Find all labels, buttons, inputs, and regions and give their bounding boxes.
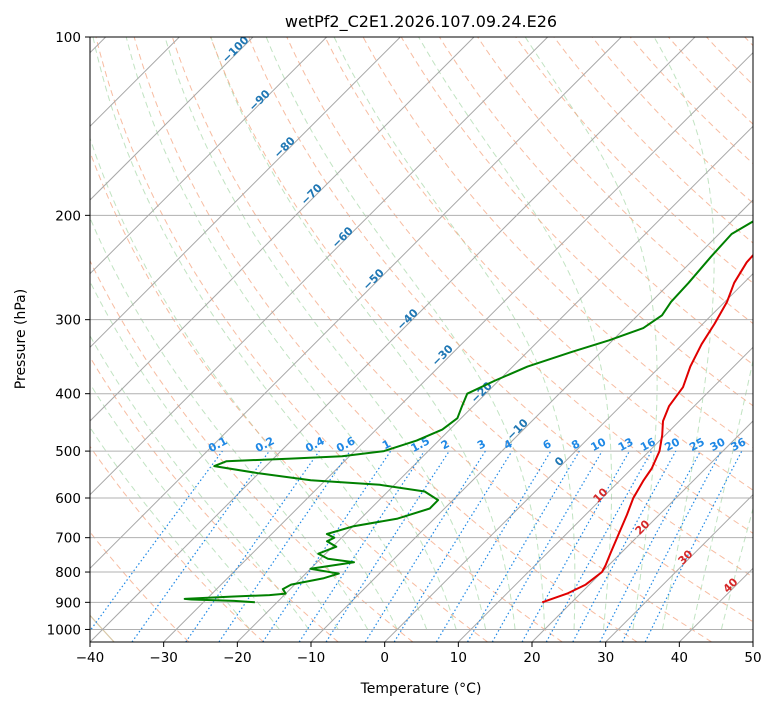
dry-adiabat-line: [324, 37, 753, 491]
mixing-ratio-line: [364, 450, 486, 642]
dewpoint-profile-line: [183, 195, 753, 604]
temperature-profile-line: [541, 253, 753, 604]
mixing-ratio-label: 36: [729, 435, 749, 454]
x-tick-label: −30: [149, 650, 178, 666]
isotherm-line: [752, 641, 753, 642]
mixing-ratio-line: [545, 450, 653, 642]
x-tick-label: 20: [523, 650, 540, 666]
moist-adiabat-line: [90, 426, 251, 630]
mixing-ratio-line: [491, 450, 603, 642]
isotherm-line: [90, 37, 696, 642]
sounding-profiles: [183, 195, 753, 604]
moist-adiabats: [90, 37, 753, 630]
dry-adiabat-line: [515, 37, 753, 284]
x-tick-label: −10: [297, 650, 326, 666]
x-axis-label: Temperature (°C): [360, 681, 482, 697]
moist-adiabat-line: [524, 37, 658, 630]
y-tick-label: 1000: [47, 622, 81, 638]
isotherm-line: [457, 346, 753, 642]
dry-adiabat-line: [90, 445, 264, 642]
dry-adiabat-line: [171, 37, 712, 642]
y-tick-label: 600: [55, 491, 81, 507]
mixing-ratio-line: [131, 450, 270, 642]
moist-adiabat-line: [90, 280, 339, 630]
moist-adiabat-line: [164, 37, 487, 630]
moist-adiabat-line: [90, 136, 398, 630]
mixing-ratio-line: [521, 450, 631, 642]
moist-adiabat-line: [653, 37, 715, 630]
dry-adiabat-line: [248, 37, 753, 578]
chart-title: wetPf2_C2E1.2026.107.09.24.E26: [285, 12, 557, 32]
mixing-ratio-label: 16: [638, 435, 658, 454]
dry-adiabat-line: [591, 37, 753, 204]
isotherm-line: [531, 420, 753, 642]
x-tick-label: 0: [380, 650, 389, 666]
mixing-ratio-label: 20: [662, 435, 682, 454]
y-tick-label: 100: [55, 30, 81, 46]
moist-adiabat-line: [210, 37, 516, 630]
y-tick-label: 800: [55, 565, 81, 581]
moist-adiabat-line: [720, 506, 753, 630]
moist-adiabat-line: [265, 37, 546, 630]
x-tick-label: −40: [76, 650, 105, 666]
isotherm-line: [384, 272, 753, 642]
x-tick-label: 50: [744, 650, 761, 666]
y-tick-label: 200: [55, 208, 81, 224]
x-tick-label: 10: [450, 650, 467, 666]
moist-adiabat-line: [691, 358, 753, 630]
plot-area: [90, 37, 753, 642]
dry-adiabat-line: [133, 37, 638, 642]
y-tick-label: 400: [55, 387, 81, 403]
y-tick-label: 900: [55, 595, 81, 611]
dry-adiabat-line: [95, 37, 563, 642]
mixing-ratio-line: [90, 450, 223, 632]
y-axis-ticks: 100 200 300 400 500 600 700 800 900 1000: [47, 30, 90, 638]
isotherm-line: [90, 37, 401, 349]
y-axis-label: Pressure (hPa): [13, 289, 29, 389]
isotherm-line: [236, 125, 753, 642]
moist-adiabat-line: [92, 37, 428, 630]
mixing-ratio-line: [393, 450, 513, 642]
dry-adiabat-line: [400, 37, 753, 407]
mixing-ratio-line: [572, 450, 677, 642]
x-tick-label: 30: [597, 650, 614, 666]
x-axis-ticks: −40 −30 −20 −10 0 10 20 30 40 50: [76, 642, 762, 666]
dry-adiabat-line: [210, 37, 753, 623]
moist-adiabat-line: [90, 216, 369, 630]
mixing-ratio-line: [325, 450, 450, 642]
isotherm-line: [90, 37, 622, 570]
y-tick-label: 700: [55, 531, 81, 547]
isotherm-line: [163, 51, 753, 642]
dry-adiabat-line: [477, 37, 753, 325]
mixing-ratio-label: 30: [708, 435, 728, 454]
moist-adiabat-line: [125, 37, 457, 630]
y-tick-label: 500: [55, 444, 81, 460]
mixing-ratio-label: 13: [616, 435, 636, 454]
mixing-ratio-label: 10: [589, 435, 609, 454]
x-tick-label: 40: [671, 650, 688, 666]
x-tick-label: −20: [223, 650, 252, 666]
moist-adiabat-line: [90, 382, 280, 630]
mixing-ratio-line: [218, 450, 351, 642]
plot-frame: [89, 36, 754, 643]
moist-adiabat-line: [418, 37, 613, 630]
mixing-ratio-line: [466, 450, 580, 642]
y-tick-label: 300: [55, 313, 81, 329]
isotherm-line: [90, 37, 549, 496]
mixing-ratio-label: 25: [687, 435, 707, 454]
dry-adiabat-line: [629, 37, 753, 165]
isotherm-line: [90, 37, 328, 275]
isobar-grid: [90, 37, 753, 630]
dry-adiabat-line: [90, 259, 414, 642]
isotherm-line: [90, 37, 254, 201]
mixing-ratio-line: [185, 450, 320, 642]
isotherm-line: [605, 493, 753, 642]
isotherm-line: [90, 37, 475, 422]
mixing-ratio-line: [435, 450, 552, 642]
mixing-ratio-lines: [90, 450, 743, 642]
